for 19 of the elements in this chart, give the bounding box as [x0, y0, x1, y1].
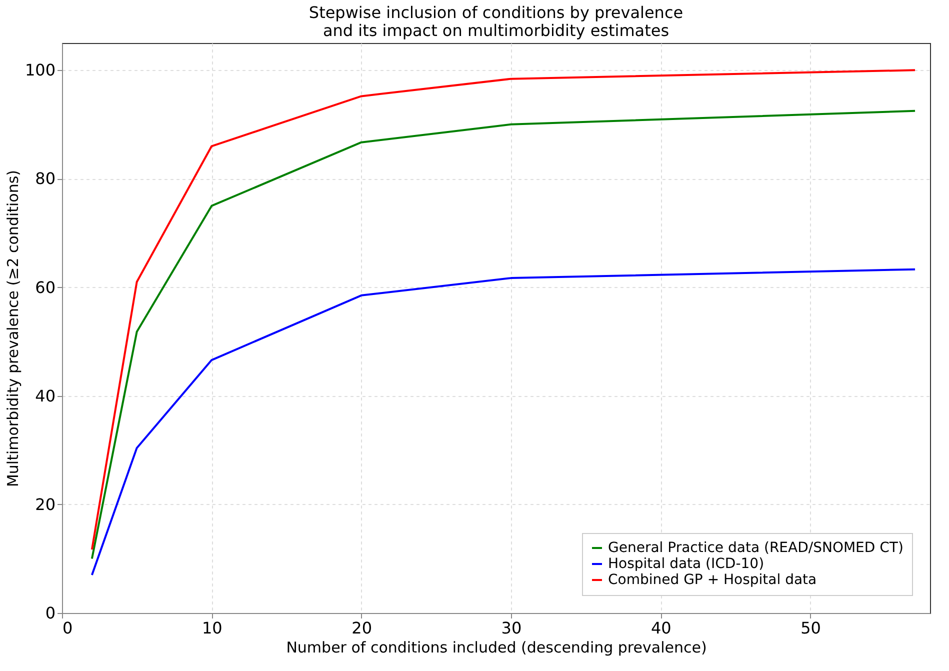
y-tick-label: 0	[45, 604, 56, 622]
x-axis-title: Number of conditions included (descending prevalence)	[286, 638, 707, 656]
legend-label: Combined GP + Hospital data	[608, 572, 817, 588]
x-tick-label: 10	[202, 618, 222, 638]
legend-label: Hospital data (ICD-10)	[608, 556, 764, 572]
y-tick-label: 60	[35, 278, 56, 297]
legend-label: General Practice data (READ/SNOMED CT)	[608, 540, 904, 556]
y-tick-label: 100	[24, 60, 56, 80]
x-tick-label: 40	[650, 618, 672, 638]
y-tick-label: 80	[35, 169, 56, 188]
text: Stepwise inclusion of conditions by prevalence	[308, 3, 684, 22]
y-tick-label: 40	[35, 386, 56, 406]
text: and its impact on multimorbidity estimates	[322, 21, 670, 40]
x-tick-label: 30	[501, 618, 522, 638]
x-tick-label: 20	[352, 618, 372, 638]
y-tick-label: 20	[35, 494, 56, 514]
x-tick-label: 0	[62, 618, 73, 638]
x-tick-label: 50	[800, 618, 821, 638]
y-axis-title: Multimorbidity prevalence (≥2 conditions)	[4, 170, 22, 488]
